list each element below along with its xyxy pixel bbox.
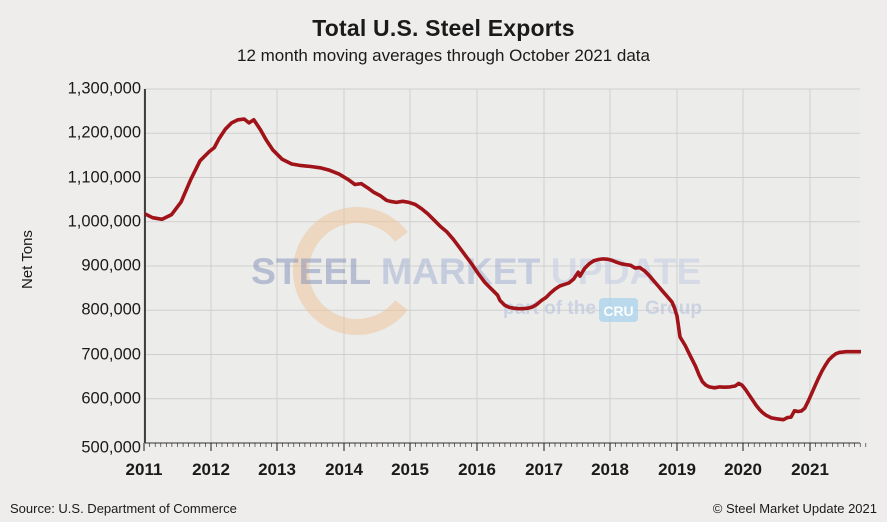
- svg-text:CRU: CRU: [603, 303, 633, 319]
